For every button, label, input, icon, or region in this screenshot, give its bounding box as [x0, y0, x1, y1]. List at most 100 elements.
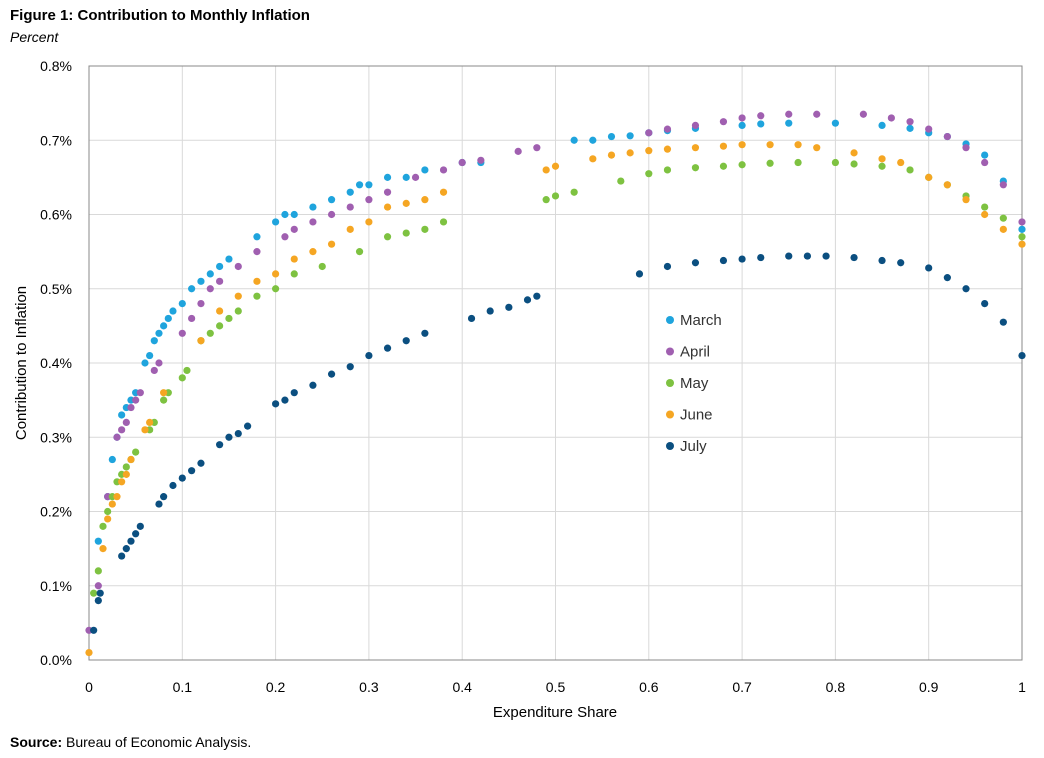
data-point [122, 463, 130, 471]
data-point [663, 145, 672, 153]
data-point [813, 110, 821, 118]
data-point [738, 161, 746, 169]
data-point [197, 337, 205, 345]
data-point [327, 370, 336, 378]
data-point [244, 422, 252, 430]
data-point [645, 129, 653, 137]
x-tick-label: 0.5 [546, 679, 566, 695]
data-point [831, 158, 840, 167]
data-point [719, 118, 728, 126]
data-point [290, 210, 298, 219]
data-point [160, 322, 168, 330]
data-point [155, 500, 163, 508]
data-point [691, 144, 700, 152]
data-point [402, 229, 410, 237]
data-point [281, 233, 289, 241]
x-tick-label: 0.2 [266, 679, 286, 695]
data-point [122, 470, 130, 478]
data-point [878, 121, 886, 129]
data-point [225, 433, 233, 441]
data-point [96, 589, 104, 597]
data-point [943, 181, 951, 189]
data-point [118, 552, 126, 560]
data-point [645, 147, 653, 155]
data-point [766, 159, 774, 167]
legend-label: May [680, 375, 709, 392]
y-tick-label: 0.6% [40, 207, 72, 223]
data-point [141, 426, 149, 434]
data-point [1018, 351, 1026, 360]
data-point [216, 262, 224, 271]
data-point [421, 196, 429, 204]
legend-marker [666, 379, 674, 387]
data-point [981, 158, 989, 167]
data-point [589, 136, 597, 144]
data-point [197, 300, 205, 308]
y-tick-label: 0.2% [40, 504, 72, 520]
data-point [402, 173, 410, 181]
data-point [346, 363, 354, 371]
data-point [178, 329, 186, 337]
data-point [118, 426, 126, 434]
data-points [85, 110, 1026, 657]
data-point [813, 144, 821, 152]
data-point [104, 515, 112, 523]
y-axis-title: Contribution to Inflation [13, 286, 30, 440]
data-point [104, 507, 112, 516]
data-point [290, 255, 298, 263]
data-point [925, 125, 933, 133]
data-point [206, 329, 214, 337]
data-point [906, 166, 914, 174]
data-point [626, 132, 634, 140]
data-point [719, 142, 728, 150]
data-point [738, 121, 746, 129]
data-point [505, 303, 513, 311]
data-point [981, 203, 989, 211]
data-point [626, 149, 634, 157]
x-tick-label: 0.4 [452, 679, 472, 695]
data-point [234, 292, 242, 300]
data-point [794, 158, 802, 167]
data-point [234, 307, 242, 315]
data-point [439, 166, 448, 174]
data-point [188, 314, 196, 323]
data-point [467, 314, 476, 323]
data-point [589, 155, 597, 163]
legend-label: July [680, 438, 707, 455]
data-point [719, 162, 728, 170]
data-point [785, 252, 793, 260]
data-point [290, 389, 298, 397]
data-point [94, 537, 102, 545]
data-point [272, 400, 280, 408]
data-point [486, 307, 494, 315]
data-point [225, 255, 233, 263]
data-point [253, 248, 261, 256]
series-june [85, 141, 1026, 657]
data-point [607, 132, 616, 141]
figure-title: Figure 1: Contribution to Monthly Inflat… [10, 7, 310, 24]
data-point [327, 196, 336, 204]
data-point [943, 274, 951, 282]
data-point [1018, 225, 1026, 233]
data-point [160, 389, 168, 397]
data-point [188, 467, 196, 475]
data-point [663, 262, 672, 271]
data-point [402, 337, 410, 345]
x-axis-title: Expenditure Share [493, 704, 617, 721]
data-point [383, 344, 392, 352]
data-point [327, 210, 336, 219]
y-tick-label: 0.7% [40, 132, 72, 148]
data-point [757, 112, 765, 120]
data-point [925, 264, 933, 272]
data-point [225, 314, 233, 323]
data-point [272, 270, 280, 278]
data-point [216, 307, 224, 315]
data-point [118, 411, 126, 419]
data-point [897, 158, 905, 167]
data-point [383, 173, 392, 181]
data-point [738, 141, 746, 149]
data-point [850, 160, 858, 168]
data-point [551, 162, 560, 170]
data-point [90, 589, 98, 597]
data-point [94, 582, 102, 590]
